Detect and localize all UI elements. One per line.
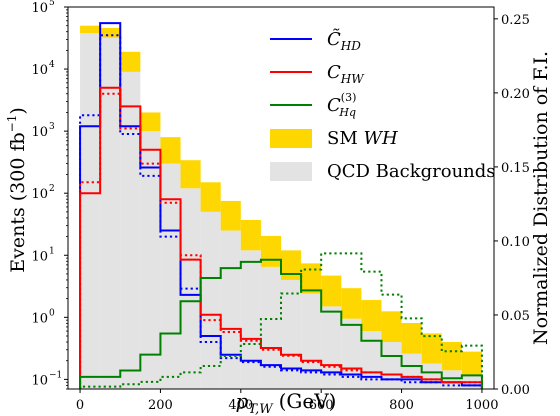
qcd-bar: [160, 163, 181, 389]
legend-label: C̃HD: [327, 28, 361, 53]
sm-wh-bar: [301, 263, 322, 294]
qcd-bar: [260, 266, 281, 389]
y-left-tick-exponent: 5: [49, 0, 55, 8]
y-right-tick-label: 0.00: [501, 383, 530, 398]
qcd-bar: [321, 306, 342, 389]
x-tick-label: 1000: [465, 398, 498, 413]
y-axis-left-label: Events (300 fb−1): [5, 107, 29, 273]
sm-wh-bar: [341, 288, 362, 319]
legend-label: SM WH: [327, 128, 398, 149]
qcd-bar: [421, 363, 442, 389]
chw-solid-line: [79, 86, 483, 389]
sm-wh-bar: [381, 311, 402, 343]
y-right-tick-label: 0.20: [501, 87, 530, 102]
sm-wh-bar: [240, 219, 261, 251]
y-left-tick-exponent: 3: [49, 122, 55, 132]
x-tick-label: 0: [76, 398, 84, 413]
sm-wh-bar: [361, 300, 382, 332]
qcd-bar: [401, 353, 422, 389]
x-tick-label: 600: [309, 398, 334, 413]
y-right-tick-label: 0.05: [501, 309, 530, 324]
sm-wh-bar: [100, 27, 121, 38]
qcd-bar: [200, 211, 221, 389]
y-axis-right-label: Normalized Distribution of F.I.: [530, 51, 552, 345]
chq3-solid-line: [79, 258, 483, 389]
y-right-tick-label: 0.10: [501, 235, 530, 250]
sm-wh-bar: [321, 275, 342, 307]
qcd-bar: [180, 188, 201, 389]
qcd-bar: [361, 331, 382, 389]
qcd-bar: [341, 318, 362, 389]
x-tick-label: 800: [389, 398, 414, 413]
qcd-bar: [120, 71, 141, 389]
legend-label: QCD Backgrounds: [327, 161, 496, 182]
y-left-tick-exponent: 0: [49, 308, 55, 318]
y-left-tick-label: 10: [31, 373, 48, 388]
sm-wh-bar: [461, 351, 482, 375]
y-left-tick-exponent: −1: [49, 370, 62, 380]
legend: C̃HD CHW C(3) Hq SM WH QCD Backgrounds: [270, 28, 496, 182]
y-right-tick-label: 0.25: [501, 13, 530, 28]
y-left-tick-label: 10: [31, 125, 48, 140]
qcd-bar: [100, 37, 121, 389]
y-left-tick-label: 10: [31, 63, 48, 78]
sm-wh-bar: [281, 250, 302, 280]
sm-wh-bar: [80, 25, 101, 34]
qcd-bar: [441, 370, 462, 389]
legend-patch-swatch: [270, 129, 312, 148]
y-left-tick-exponent: 1: [49, 246, 55, 256]
legend-label: CHW: [327, 62, 365, 86]
qcd-bar: [281, 279, 302, 389]
sm-wh-bar: [140, 112, 161, 132]
sm-wh-bar: [180, 160, 201, 189]
sm-wh-bar: [200, 182, 221, 212]
stacked-background-bars: [80, 25, 482, 390]
legend-patch-swatch: [270, 162, 312, 181]
sm-wh-bar: [421, 333, 442, 364]
qcd-bar: [240, 250, 261, 389]
sm-wh-bar: [220, 200, 241, 231]
sm-wh-bar: [160, 137, 181, 164]
x-tick-label: 200: [148, 398, 173, 413]
sm-wh-bar: [260, 235, 281, 267]
qcd-bar: [140, 131, 161, 389]
y-right-tick-label: 0.15: [501, 161, 530, 176]
x-tick-label: 400: [228, 398, 253, 413]
qcd-bar: [301, 293, 322, 389]
y-left-tick-label: 10: [31, 187, 48, 202]
sm-wh-bar: [120, 51, 141, 72]
x-axis-label: pT,W (GeV): [236, 389, 337, 416]
plot-frame: [67, 6, 495, 390]
qcd-bar: [80, 33, 101, 390]
legend-label: C(3) Hq: [327, 91, 356, 119]
y-left-tick-label: 10: [31, 249, 48, 264]
coefficient-distributions: [79, 22, 483, 389]
y-left-tick-label: 10: [31, 311, 48, 326]
qcd-bar: [381, 342, 402, 389]
y-left-tick-exponent: 4: [49, 60, 55, 70]
qcd-bar: [220, 230, 241, 389]
sm-wh-bar: [441, 342, 462, 371]
sm-wh-bar: [401, 323, 422, 354]
y-left-tick-exponent: 2: [49, 184, 55, 194]
y-left-tick-label: 10: [31, 1, 48, 16]
